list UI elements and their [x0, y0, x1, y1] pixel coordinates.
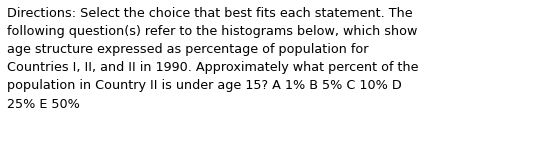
- Text: Directions: Select the choice that best fits each statement. The
following quest: Directions: Select the choice that best …: [7, 7, 418, 111]
